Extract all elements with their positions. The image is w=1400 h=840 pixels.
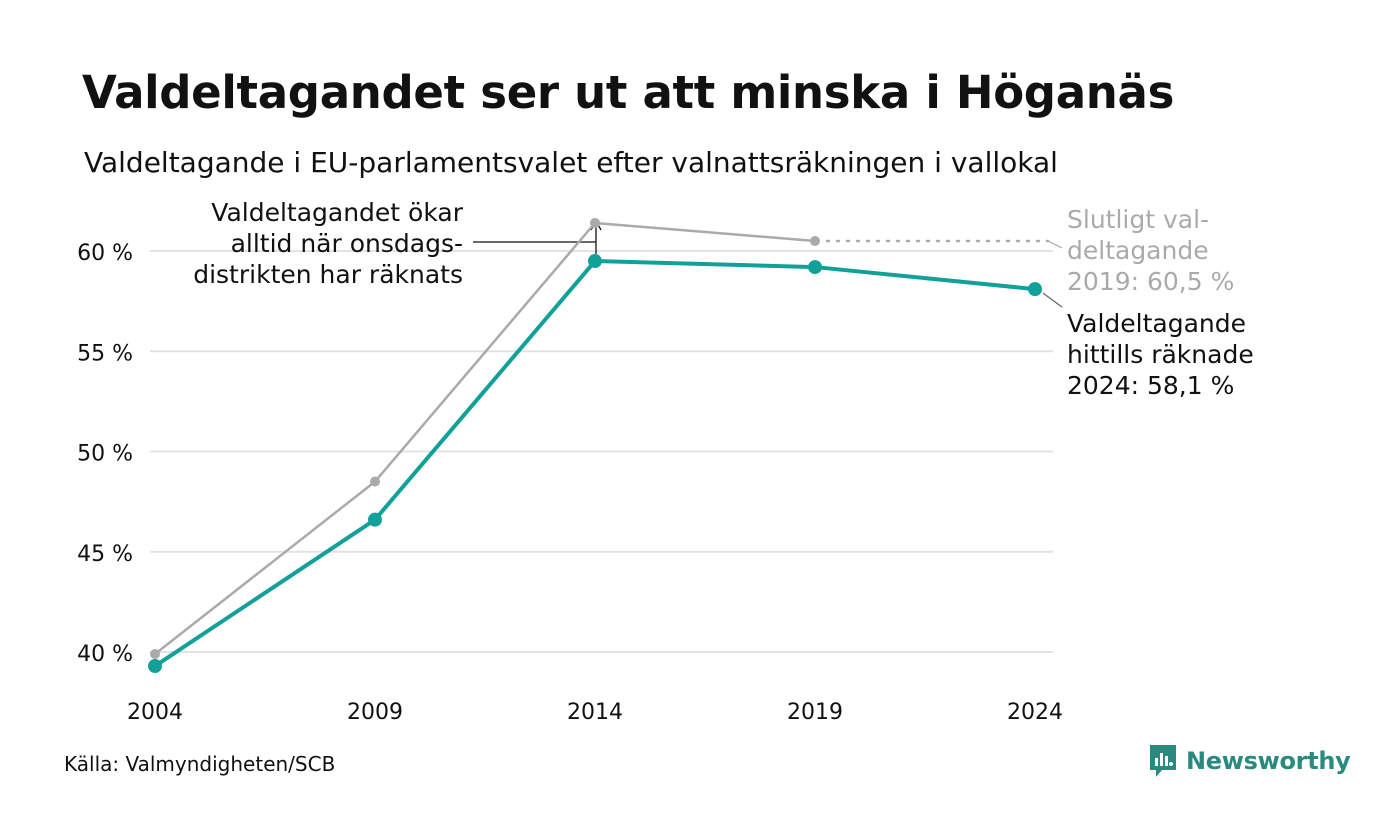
annotation-onsdag-line: alltid när onsdags- [231,229,463,258]
data-point-preliminary [588,254,602,269]
chart-subtitle: Valdeltagande i EU-parlamentsvalet efter… [84,146,1058,179]
data-point-preliminary [368,512,382,527]
brand-logo: Newsworthy [1148,743,1351,779]
annotation-onsdag: Valdeltagandet ökar alltid när onsdags-di… [193,198,463,289]
annotation-onsdag-line: Valdeltagandet ökar [211,198,463,227]
x-tick-label: 2004 [127,700,183,725]
y-axis-ticks: 40 % 45 % 50 % 55 % 60 % [77,241,133,667]
y-tick-label: 40 % [77,642,133,667]
y-tick-label: 50 % [77,442,133,467]
annotation-final-2019-line: deltagande [1067,236,1209,265]
chart-title: Valdeltagandet ser ut att minska i Högan… [82,66,1175,119]
data-point-preliminary [808,260,822,275]
y-tick-label: 55 % [77,341,133,366]
annotation-final-2019-line: Slutligt val- [1067,205,1209,234]
annotation-prelim-2024-line: Valdeltagande [1067,309,1246,338]
series-line-preliminary [153,259,1036,668]
series-line-final [154,221,816,655]
annotation-final-2019: Slutligt val-deltagande 2019: 60,5 % [1067,205,1234,296]
data-point-final [370,476,380,487]
x-tick-label: 2019 [787,700,843,725]
annotations: Valdeltagandet ökar alltid när onsdags-di… [193,198,1253,400]
annotation-prelim-2024: Valdeltagande hittills räknade 2024: 58,1 … [1067,309,1254,400]
data-point-final [810,236,820,246]
x-tick-label: 2014 [567,700,623,725]
source-note: Källa: Valmyndigheten/SCB [64,752,336,776]
prelim-2024-leader [1042,292,1063,308]
y-tick-label: 45 % [77,542,133,567]
x-axis-ticks: 2004 2009 2014 2019 2024 [127,700,1063,725]
series-layer [148,217,1042,674]
annotation-prelim-2024-line: hittills räknade [1067,340,1254,369]
annotation-final-2019-line: 2019: 60,5 % [1067,267,1234,296]
x-tick-label: 2009 [347,700,403,725]
annotation-onsdag-line: distrikten har räknats [193,260,463,289]
data-point-final [590,217,600,228]
newsworthy-logo-icon [1150,745,1176,777]
final-2019-leader [1047,240,1063,249]
data-point-preliminary [1028,282,1042,297]
brand-name: Newsworthy [1186,747,1351,775]
gridlines [150,250,1053,653]
data-point-final [150,649,160,660]
annotation-prelim-2024-line: 2024: 58,1 % [1067,371,1234,400]
data-point-preliminary [148,659,162,674]
x-tick-label: 2024 [1007,700,1063,725]
annotation-lines [473,219,1063,308]
y-tick-label: 60 % [77,241,133,266]
